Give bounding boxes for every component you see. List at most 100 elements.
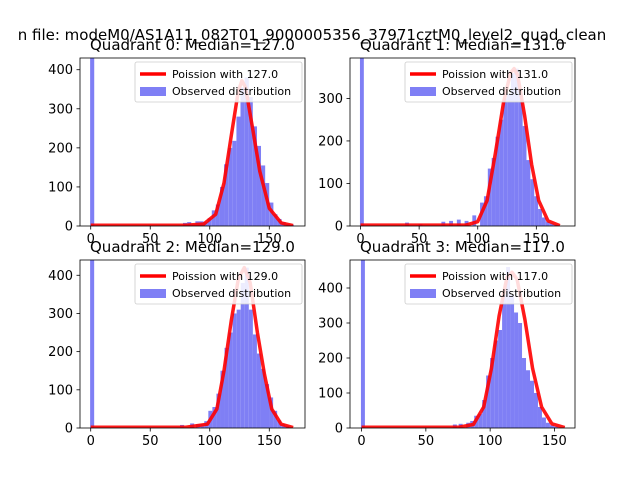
histogram-bar <box>236 116 241 226</box>
histogram-bar <box>456 219 461 226</box>
y-tick-label: 200 <box>318 134 343 149</box>
legend-box <box>134 263 303 305</box>
y-tick-label: 400 <box>48 269 73 284</box>
legend-observed-label: Observed distribution <box>172 287 291 300</box>
axes-frame <box>79 57 306 227</box>
y-tick-label: 100 <box>318 387 343 402</box>
histogram-bar <box>507 94 512 226</box>
legend-box <box>404 263 573 305</box>
histogram-bar <box>494 340 499 428</box>
y-tick-label: 200 <box>318 352 343 367</box>
legend-poisson-label: Poission with 129.0 <box>172 270 278 283</box>
histogram-bar <box>273 214 278 226</box>
x-tick-label: 100 <box>197 232 222 247</box>
histogram-bar <box>478 414 483 428</box>
histogram-bar <box>506 267 511 428</box>
histogram-bar <box>252 126 257 226</box>
histogram-bar <box>526 370 530 428</box>
axes-frame <box>349 57 576 227</box>
histogram-bar <box>215 204 220 226</box>
y-tick-label: 400 <box>48 63 73 78</box>
histogram-bar <box>541 217 546 226</box>
histogram-bar <box>90 58 95 226</box>
histogram-bar <box>236 309 241 428</box>
histogram-bar <box>256 145 262 226</box>
legend-observed-swatch <box>410 87 436 96</box>
x-tick-label: 150 <box>524 232 549 247</box>
histogram-bar <box>256 353 261 428</box>
histogram-bar <box>232 313 237 428</box>
y-tick-label: 0 <box>65 220 73 235</box>
histogram-bar <box>207 218 212 226</box>
quadrant-1-title: Quadrant 1: Median=131.0 <box>360 36 565 54</box>
x-tick-label: 150 <box>257 434 282 449</box>
histogram-bar <box>495 136 500 226</box>
legend-observed-label: Observed distribution <box>172 85 291 98</box>
histogram-bar <box>273 410 278 428</box>
quadrant-0-title: Quadrant 0: Median=127.0 <box>90 36 295 54</box>
histogram-bar <box>360 260 365 428</box>
histogram-bar <box>220 370 225 428</box>
legend-observed-swatch <box>140 289 166 298</box>
histogram-bar <box>499 119 504 226</box>
y-tick-label: 200 <box>48 141 73 156</box>
y-tick-label: 400 <box>318 282 343 297</box>
histogram-bar <box>526 160 531 226</box>
x-tick-label: 0 <box>357 434 365 449</box>
histogram-bar <box>359 58 364 226</box>
histogram-bar <box>472 215 477 226</box>
y-tick-label: 0 <box>335 422 343 437</box>
histogram-bar <box>244 77 249 226</box>
quadrant-1-panel: 0 50 100 150 0 100 200 300 Quadrant 1: Median=13… <box>318 36 576 247</box>
quadrant-2-title: Quadrant 2: Median=129.0 <box>90 238 295 256</box>
histogram-bar <box>211 210 216 226</box>
legend-poisson-label: Poission with 131.0 <box>442 68 548 81</box>
legend-observed-swatch <box>140 87 166 96</box>
histogram-bar <box>240 87 245 226</box>
histogram-bar <box>248 309 253 428</box>
histogram-bar <box>541 417 546 428</box>
histogram-bar <box>216 393 221 428</box>
histogram-bar <box>549 223 554 226</box>
x-tick-label: 0 <box>87 232 95 247</box>
histogram-bar <box>265 384 270 428</box>
x-tick-label: 100 <box>478 434 503 449</box>
histogram-bar <box>260 368 265 428</box>
x-tick-label: 50 <box>418 434 435 449</box>
histogram-bar <box>522 358 527 428</box>
axes-frame <box>349 259 576 429</box>
quadrant-0-plot-area <box>90 58 294 226</box>
figure-suptitle: n file: modeM0/AS1A11_082T01_9000005356_… <box>18 26 607 45</box>
y-tick-label: 0 <box>335 220 343 235</box>
x-tick-label: 100 <box>465 232 490 247</box>
legend-observed-label: Observed distribution <box>442 287 561 300</box>
y-tick-label: 0 <box>65 422 73 437</box>
histogram-bar <box>228 147 233 226</box>
x-tick-label: 0 <box>87 434 95 449</box>
quadrant-2-plot-area <box>90 260 294 428</box>
quadrant-0-panel: 0 50 100 150 0 100 200 300 400 Quadrant 0: Median… <box>48 36 306 247</box>
x-tick-label: 50 <box>411 232 428 247</box>
histogram-bar <box>553 426 558 428</box>
y-tick-label: 100 <box>48 383 73 398</box>
axes-frame <box>79 259 306 429</box>
quadrant-3-title: Quadrant 3: Median=117.0 <box>360 238 565 256</box>
histogram-bar <box>224 347 229 428</box>
histogram-bar <box>537 407 542 428</box>
histogram-bar <box>549 425 554 428</box>
y-tick-label: 300 <box>48 307 73 322</box>
x-tick-label: 0 <box>356 232 364 247</box>
histogram-bar <box>483 196 488 226</box>
y-tick-label: 100 <box>318 177 343 192</box>
histogram-bar <box>212 407 217 428</box>
histogram-bar <box>522 126 527 226</box>
histogram-bar <box>269 397 274 428</box>
x-tick-label: 150 <box>542 434 567 449</box>
histogram-bar <box>244 267 249 428</box>
histogram-bar <box>269 202 274 226</box>
legend-observed-label: Observed distribution <box>442 85 561 98</box>
x-tick-label: 100 <box>197 434 222 449</box>
histogram-bar <box>228 332 233 428</box>
histogram-bar <box>514 312 519 428</box>
histogram-bar <box>487 168 492 226</box>
